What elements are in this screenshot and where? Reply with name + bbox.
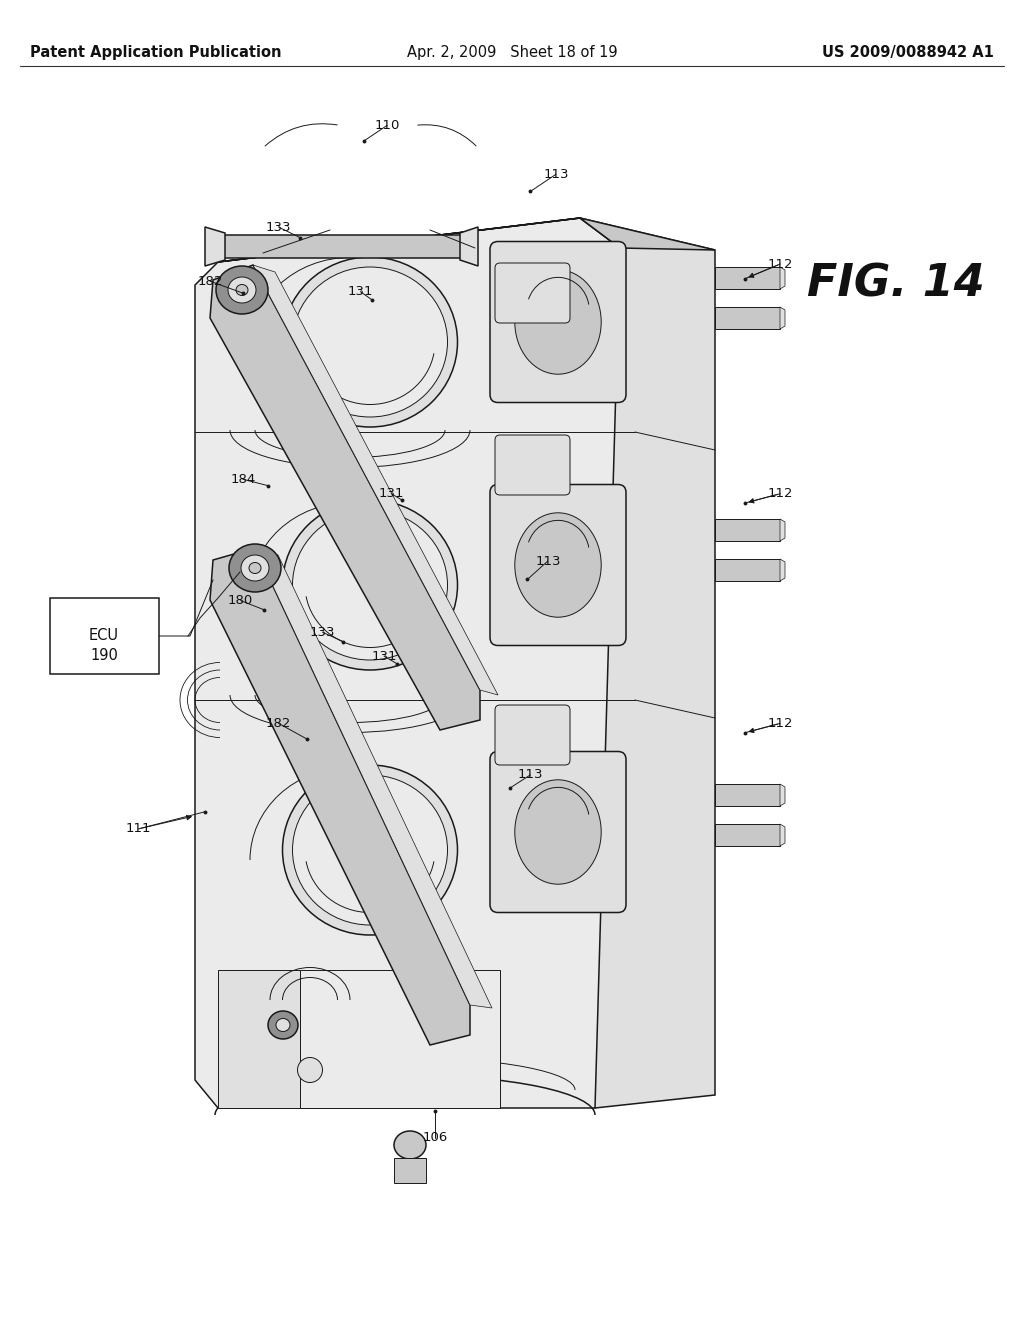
Polygon shape bbox=[780, 308, 785, 329]
Polygon shape bbox=[205, 227, 225, 267]
Polygon shape bbox=[780, 784, 785, 807]
Text: ECU: ECU bbox=[89, 628, 119, 644]
Ellipse shape bbox=[283, 257, 458, 426]
Ellipse shape bbox=[216, 267, 268, 314]
Polygon shape bbox=[255, 548, 492, 1008]
Ellipse shape bbox=[276, 1019, 290, 1031]
Bar bbox=[394, 1158, 426, 1183]
FancyArrowPatch shape bbox=[418, 125, 476, 147]
Ellipse shape bbox=[293, 267, 447, 417]
Polygon shape bbox=[300, 970, 500, 1107]
Polygon shape bbox=[580, 218, 715, 1107]
Polygon shape bbox=[780, 824, 785, 846]
Text: 182: 182 bbox=[266, 717, 291, 730]
FancyBboxPatch shape bbox=[50, 598, 159, 675]
Ellipse shape bbox=[293, 510, 447, 660]
Text: FIG. 14: FIG. 14 bbox=[807, 263, 985, 305]
Text: 112: 112 bbox=[768, 717, 793, 730]
Text: 131: 131 bbox=[379, 487, 403, 500]
Text: 133: 133 bbox=[266, 220, 291, 234]
Polygon shape bbox=[253, 265, 498, 696]
Text: Patent Application Publication: Patent Application Publication bbox=[30, 45, 282, 59]
Bar bbox=[715, 784, 780, 807]
Ellipse shape bbox=[515, 269, 601, 374]
Ellipse shape bbox=[228, 277, 256, 304]
FancyBboxPatch shape bbox=[495, 263, 570, 323]
Bar bbox=[715, 519, 780, 541]
FancyBboxPatch shape bbox=[490, 751, 626, 912]
FancyBboxPatch shape bbox=[495, 705, 570, 766]
Bar bbox=[715, 558, 780, 581]
Text: 133: 133 bbox=[310, 626, 335, 639]
Ellipse shape bbox=[236, 285, 248, 296]
FancyArrowPatch shape bbox=[140, 816, 191, 829]
Text: 131: 131 bbox=[348, 285, 373, 298]
Text: 112: 112 bbox=[768, 257, 793, 271]
Bar bbox=[715, 308, 780, 329]
FancyBboxPatch shape bbox=[490, 484, 626, 645]
Text: US 2009/0088942 A1: US 2009/0088942 A1 bbox=[822, 45, 994, 59]
Ellipse shape bbox=[515, 780, 601, 884]
Bar bbox=[715, 267, 780, 289]
Bar bbox=[715, 824, 780, 846]
Text: 113: 113 bbox=[544, 168, 568, 181]
Polygon shape bbox=[218, 970, 300, 1107]
Ellipse shape bbox=[249, 562, 261, 573]
Ellipse shape bbox=[394, 1131, 426, 1159]
Text: 110: 110 bbox=[375, 119, 399, 132]
Polygon shape bbox=[780, 558, 785, 581]
Text: Apr. 2, 2009   Sheet 18 of 19: Apr. 2, 2009 Sheet 18 of 19 bbox=[407, 45, 617, 59]
Text: 131: 131 bbox=[372, 649, 396, 663]
Ellipse shape bbox=[283, 766, 458, 935]
Polygon shape bbox=[210, 548, 470, 1045]
Bar bbox=[218, 235, 468, 257]
Ellipse shape bbox=[293, 775, 447, 925]
Text: 113: 113 bbox=[536, 554, 560, 568]
Polygon shape bbox=[460, 227, 478, 267]
FancyArrowPatch shape bbox=[750, 495, 777, 503]
FancyArrowPatch shape bbox=[265, 124, 337, 147]
Text: 113: 113 bbox=[518, 768, 543, 781]
Text: ECU: ECU bbox=[90, 618, 119, 632]
Polygon shape bbox=[210, 265, 480, 730]
Text: 184: 184 bbox=[230, 473, 255, 486]
FancyBboxPatch shape bbox=[490, 242, 626, 403]
FancyArrowPatch shape bbox=[750, 725, 777, 733]
Text: 190: 190 bbox=[91, 643, 118, 657]
Text: 112: 112 bbox=[768, 487, 793, 500]
Ellipse shape bbox=[268, 1011, 298, 1039]
Text: 106: 106 bbox=[423, 1131, 447, 1144]
Ellipse shape bbox=[283, 500, 458, 671]
FancyBboxPatch shape bbox=[495, 436, 570, 495]
Polygon shape bbox=[195, 218, 635, 1107]
Text: 182: 182 bbox=[198, 275, 222, 288]
Ellipse shape bbox=[515, 512, 601, 618]
Polygon shape bbox=[780, 267, 785, 289]
Polygon shape bbox=[780, 519, 785, 541]
Text: 111: 111 bbox=[126, 822, 151, 836]
FancyArrowPatch shape bbox=[749, 265, 777, 277]
Bar bbox=[52, 601, 157, 672]
Ellipse shape bbox=[229, 544, 281, 591]
Text: 190: 190 bbox=[90, 648, 118, 664]
Ellipse shape bbox=[241, 554, 269, 581]
Polygon shape bbox=[218, 218, 715, 261]
Text: 180: 180 bbox=[228, 594, 253, 607]
Ellipse shape bbox=[298, 1057, 323, 1082]
